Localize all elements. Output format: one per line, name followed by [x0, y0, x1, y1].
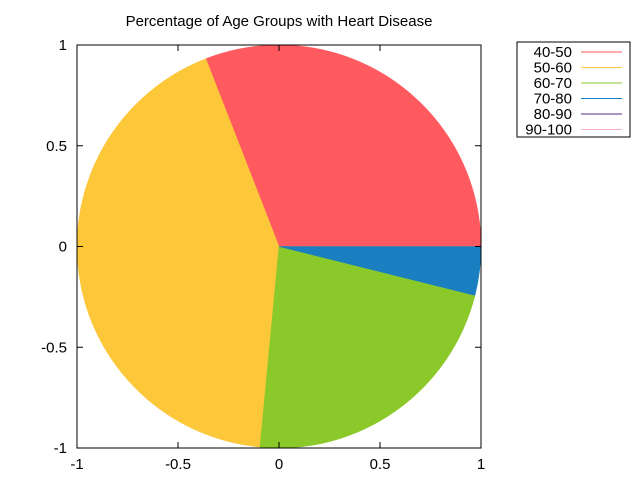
legend-label-80-90: 80-90: [534, 106, 572, 123]
y-tick-labels: -1 -0.5 0 0.5 1: [41, 37, 67, 457]
legend-label-70-80: 70-80: [534, 91, 572, 108]
x-tick-labels: -1 -0.5 0 0.5 1: [70, 456, 485, 473]
axis-ticks: [76, 44, 482, 449]
pie-slice-50-60: [76, 58, 280, 448]
x-tick-label: -1: [70, 456, 83, 473]
pie-slice-40-50: [205, 44, 482, 247]
legend-label-90-100: 90-100: [525, 122, 572, 139]
x-tick-label: 1: [477, 456, 485, 473]
legend-label-60-70: 60-70: [534, 75, 572, 92]
y-tick-label: -1: [54, 440, 67, 457]
x-tick-label: 0: [275, 456, 283, 473]
y-tick-label: 0.5: [46, 138, 67, 155]
x-tick-label: 0.5: [370, 456, 391, 473]
y-tick-label: -0.5: [41, 339, 67, 356]
chart-title: Percentage of Age Groups with Heart Dise…: [126, 13, 433, 30]
y-tick-label: 0: [59, 239, 67, 256]
legend-label-50-60: 50-60: [534, 60, 572, 77]
x-tick-label: -0.5: [165, 456, 191, 473]
legend-box: [516, 41, 631, 138]
y-tick-label: 1: [59, 37, 67, 54]
pie-slices: [76, 44, 482, 449]
legend-label-40-50: 40-50: [534, 44, 572, 61]
